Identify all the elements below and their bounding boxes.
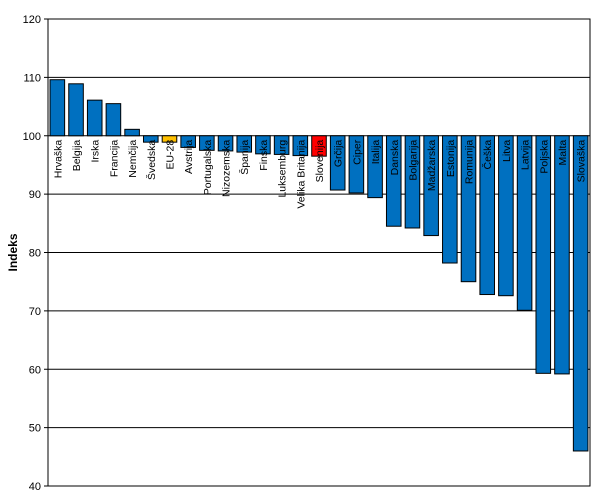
bar-3 — [105, 103, 122, 137]
bar-0 — [49, 79, 66, 137]
category-label-25: Latvija — [520, 140, 532, 171]
bar-26 — [535, 135, 552, 374]
bar-4 — [124, 128, 140, 137]
bar-11 — [255, 135, 271, 155]
category-label-9: Nizozemska — [221, 140, 233, 197]
y-tick-label: 40 — [29, 481, 41, 493]
category-label-23: Češka — [481, 140, 494, 170]
y-tick-label: 100 — [23, 131, 41, 143]
y-tick-label: 50 — [29, 423, 41, 435]
bar-18 — [385, 135, 402, 227]
category-label-15: Grčija — [333, 140, 345, 168]
y-axis-title: Indeks — [6, 233, 20, 271]
bar-15 — [329, 135, 346, 191]
bar-8 — [199, 135, 215, 151]
bar-27 — [554, 135, 570, 375]
category-label-5: Švedska — [145, 140, 158, 180]
bar-21 — [442, 135, 458, 264]
category-label-2: Irska — [90, 140, 102, 163]
bar-2 — [86, 99, 103, 137]
category-label-8: Portugalska — [202, 140, 214, 196]
bar-28 — [572, 135, 589, 452]
y-tick-label: 80 — [29, 248, 41, 260]
plot-area-border — [47, 18, 591, 487]
category-label-6: EU-28 — [164, 140, 176, 170]
category-label-4: Nemčija — [127, 140, 139, 178]
category-label-22: Romunija — [464, 140, 476, 185]
category-label-0: Hrvaška — [52, 140, 64, 179]
y-tick-label: 120 — [23, 14, 41, 26]
bar-1 — [68, 83, 84, 137]
y-tick-label: 70 — [29, 306, 41, 318]
bar-24 — [498, 135, 514, 297]
bar-5 — [143, 135, 159, 143]
bar-14 — [311, 135, 327, 157]
y-tick-label: 90 — [29, 189, 41, 201]
category-label-26: Poljska — [538, 140, 550, 174]
bar-10 — [236, 135, 253, 153]
bar-22 — [460, 135, 477, 283]
y-axis-ticks: 40 50 60 70 80 90 100 110 120 — [23, 14, 48, 493]
bar-7 — [180, 135, 196, 148]
category-labels: Hrvaška Belgija Irska Francija Nemčija Švedsk… — [52, 139, 587, 208]
bar-9 — [217, 135, 234, 152]
y-tick-label: 110 — [23, 72, 41, 84]
category-label-7: Avstrija — [183, 140, 195, 174]
bars — [49, 79, 589, 452]
category-label-28: Slovaška — [576, 140, 588, 183]
category-label-27: Malta — [557, 140, 569, 166]
category-label-16: Ciper — [351, 139, 363, 165]
category-label-24: Litva — [501, 140, 513, 162]
bar-25 — [516, 135, 533, 311]
category-label-19: Bolgarija — [407, 140, 419, 181]
category-label-14: Slovenija — [314, 140, 326, 183]
category-label-21: Estonija — [445, 140, 457, 178]
bar-20 — [423, 135, 439, 237]
bar-19 — [404, 135, 421, 229]
bar-23 — [479, 135, 495, 296]
bar-17 — [367, 135, 383, 199]
category-label-12: Luksemburg — [277, 140, 289, 198]
category-label-13: Velika Britanija — [295, 140, 307, 209]
category-label-18: Danska — [389, 140, 401, 176]
category-label-3: Francija — [108, 140, 120, 178]
category-label-17: Italija — [370, 140, 382, 165]
category-label-11: Finska — [258, 140, 270, 171]
category-label-1: Belgija — [71, 140, 83, 172]
bar-16 — [348, 135, 365, 194]
bar-13 — [292, 135, 309, 157]
category-label-20: Madžarska — [426, 140, 438, 192]
category-label-10: Španija — [238, 140, 251, 175]
bar-12 — [273, 135, 290, 155]
bar-6 — [161, 135, 178, 143]
y-tick-label: 60 — [29, 364, 41, 376]
